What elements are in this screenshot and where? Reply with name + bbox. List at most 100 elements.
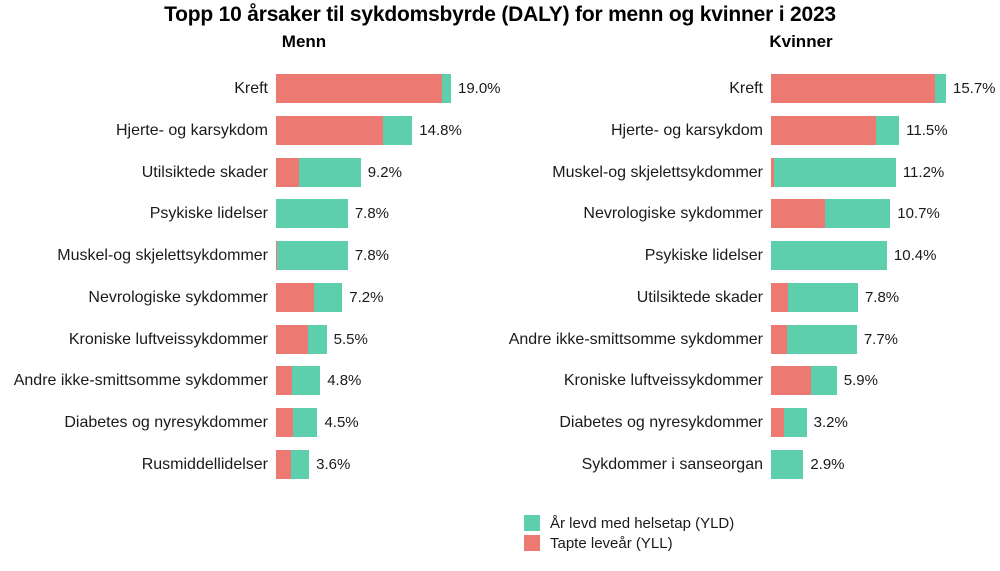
category-label: Diabetes og nyresykdommer — [559, 413, 763, 431]
bar-row: Utilsiktede skader 9.2% — [0, 158, 500, 187]
value-label: 4.5% — [324, 414, 359, 431]
category-label: Rusmiddellidelser — [141, 455, 268, 473]
value-label: 10.7% — [897, 205, 940, 222]
category-label: Hjerte- og karsykdom — [115, 121, 268, 139]
value-label: 5.9% — [843, 372, 878, 389]
yll-segment — [276, 408, 293, 437]
bar-row: Utilsiktede skader 7.8% — [500, 283, 1000, 312]
yld-segment — [291, 366, 321, 395]
value-label: 7.8% — [354, 205, 390, 222]
yll-segment — [276, 116, 383, 145]
category-label: Nevrologiske sykdommer — [583, 204, 763, 222]
chart-title: Topp 10 årsaker til sykdomsbyrde (DALY) … — [164, 3, 836, 26]
yll-segment — [771, 325, 787, 354]
legend-label-yld: År levd med helsetap (YLD) — [550, 514, 735, 532]
yll-segment — [276, 158, 300, 187]
value-label: 2.9% — [810, 456, 845, 473]
bar-row: Diabetes og nyresykdommer 3.2% — [500, 408, 1000, 437]
yld-segment — [934, 74, 946, 103]
value-label: 3.2% — [813, 414, 848, 431]
yll-segment — [276, 283, 314, 312]
bar-row: Psykiske lidelser 10.4% — [500, 241, 1000, 270]
bar-row: Hjerte- og karsykdom 14.8% — [0, 116, 500, 145]
yld-segment — [290, 450, 310, 479]
yld-segment — [811, 366, 837, 395]
yll-swatch-icon — [524, 535, 540, 551]
yld-segment — [441, 74, 451, 103]
yll-segment — [771, 408, 785, 437]
bars-menn: Kreft 19.0% Hjerte- og karsykdom 14.8% Utils… — [0, 74, 501, 484]
bar-row: Kreft 15.7% — [500, 74, 1000, 103]
value-label: 3.6% — [316, 456, 351, 473]
bar-row: Rusmiddellidelser 3.6% — [0, 450, 500, 479]
legend-item-yll: Tapte leveår (YLL) — [524, 533, 734, 553]
value-label: 19.0% — [457, 80, 501, 97]
category-label: Nevrologiske sykdommer — [88, 288, 268, 306]
yld-segment — [382, 116, 413, 145]
bar-row: Muskel-og skjelettsykdommer 7.8% — [0, 241, 500, 270]
legend: År levd med helsetap (YLD) Tapte leveår … — [524, 513, 734, 553]
category-label: Utilsiktede skader — [636, 288, 763, 306]
value-label: 5.5% — [333, 331, 368, 348]
category-label: Diabetes og nyresykdommer — [64, 413, 268, 431]
yld-segment — [784, 408, 807, 437]
bar-row: Hjerte- og karsykdom 11.5% — [500, 116, 1000, 145]
yld-segment — [276, 241, 348, 270]
category-label: Andre ikke-smittsomme sykdommer — [13, 371, 268, 389]
yll-segment — [771, 116, 876, 145]
value-label: 15.7% — [952, 80, 996, 97]
bar-row: Nevrologiske sykdommer 7.2% — [0, 283, 500, 312]
category-label: Sykdommer i sanseorgan — [581, 455, 763, 473]
category-label: Kroniske luftveissykdommer — [68, 330, 268, 348]
yll-segment — [276, 241, 277, 270]
value-label: 7.8% — [864, 289, 900, 306]
yll-segment — [276, 74, 442, 103]
category-label: Psykiske lidelser — [149, 204, 268, 222]
category-label: Andre ikke-smittsomme sykdommer — [508, 330, 763, 348]
yll-segment — [771, 199, 825, 228]
category-label: Psykiske lidelser — [644, 246, 763, 264]
yld-segment — [292, 408, 318, 437]
bar-row: Andre ikke-smittsomme sykdommer 7.7% — [500, 325, 1000, 354]
yll-segment — [771, 283, 788, 312]
category-label: Kroniske luftveissykdommer — [563, 371, 763, 389]
yld-segment — [824, 199, 891, 228]
panel-title-kvinner: Kvinner — [769, 32, 833, 51]
value-label: 11.5% — [906, 122, 948, 139]
bar-row: Kroniske luftveissykdommer 5.9% — [500, 366, 1000, 395]
category-label: Kreft — [234, 79, 268, 97]
yld-segment — [771, 450, 804, 479]
yll-segment — [771, 158, 775, 187]
value-label: 9.2% — [367, 164, 402, 181]
category-label: Muskel-og skjelettsykdommer — [57, 246, 268, 264]
bar-row: Nevrologiske sykdommer 10.7% — [500, 199, 1000, 228]
bar-row: Psykiske lidelser 7.8% — [0, 199, 500, 228]
value-label: 4.8% — [327, 372, 362, 389]
category-label: Muskel-og skjelettsykdommer — [552, 163, 763, 181]
bar-row: Kroniske luftveissykdommer 5.5% — [0, 325, 500, 354]
yll-segment — [276, 366, 292, 395]
yld-segment — [787, 283, 858, 312]
value-label: 7.2% — [349, 289, 384, 306]
bar-row: Sykdommer i sanseorgan 2.9% — [500, 450, 1000, 479]
category-label: Utilsiktede skader — [141, 163, 268, 181]
yll-segment — [276, 450, 291, 479]
value-label: 14.8% — [419, 122, 462, 139]
bar-row: Diabetes og nyresykdommer 4.5% — [0, 408, 500, 437]
yld-segment — [786, 325, 857, 354]
bar-row: Muskel-og skjelettsykdommer 11.2% — [500, 158, 1000, 187]
yll-segment — [771, 366, 812, 395]
bars-kvinner: Kreft 15.7% Hjerte- og karsykdom 11.5% Muske… — [500, 74, 1000, 484]
yld-segment — [313, 283, 343, 312]
legend-item-yld: År levd med helsetap (YLD) — [524, 513, 734, 533]
yld-segment — [771, 241, 887, 270]
yld-segment — [875, 116, 900, 145]
bar-row: Andre ikke-smittsomme sykdommer 4.8% — [0, 366, 500, 395]
yld-segment — [774, 158, 896, 187]
value-label: 7.7% — [863, 331, 899, 348]
value-label: 10.4% — [893, 247, 937, 264]
value-label: 7.8% — [354, 247, 390, 264]
yld-segment — [299, 158, 361, 187]
category-label: Kreft — [729, 79, 763, 97]
